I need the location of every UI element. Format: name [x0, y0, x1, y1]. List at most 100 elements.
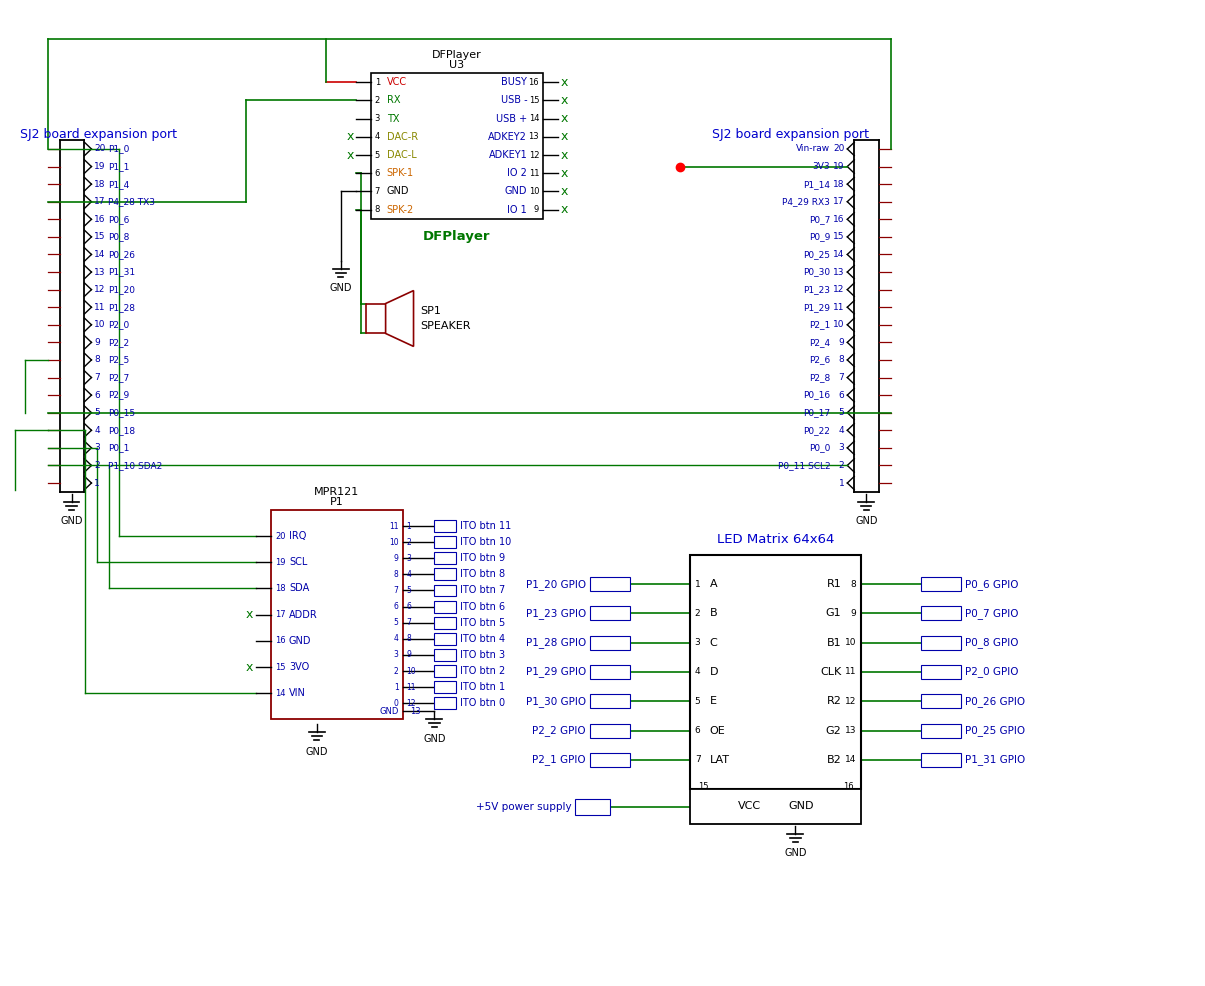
- Text: 14: 14: [94, 250, 106, 259]
- Text: P1_23: P1_23: [804, 285, 830, 294]
- Text: 12: 12: [406, 699, 416, 708]
- Text: ITO btn 6: ITO btn 6: [460, 601, 506, 611]
- Text: ITO btn 5: ITO btn 5: [460, 617, 506, 628]
- Text: 2: 2: [94, 460, 100, 470]
- Text: 10: 10: [529, 187, 539, 196]
- Bar: [435, 552, 457, 564]
- Text: P2_1: P2_1: [809, 320, 830, 329]
- Text: P0_26: P0_26: [108, 250, 135, 259]
- Text: 17: 17: [833, 197, 845, 206]
- Text: P1_30 GPIO: P1_30 GPIO: [525, 696, 586, 707]
- Bar: [689, 789, 862, 824]
- Text: 13: 13: [833, 267, 845, 276]
- Text: ADKEY1: ADKEY1: [488, 150, 528, 160]
- Text: P1_29: P1_29: [804, 303, 830, 312]
- Text: P4_29 RX3: P4_29 RX3: [782, 197, 830, 206]
- Text: P1_29 GPIO: P1_29 GPIO: [525, 667, 586, 677]
- Text: SP1: SP1: [421, 306, 441, 316]
- Text: MPR121: MPR121: [315, 487, 359, 497]
- Text: 15: 15: [698, 782, 709, 791]
- Text: P2_0 GPIO: P2_0 GPIO: [965, 667, 1018, 677]
- Bar: [590, 636, 630, 650]
- Text: +5V power supply: +5V power supply: [476, 803, 572, 812]
- Text: 11: 11: [845, 668, 857, 676]
- Text: 10: 10: [845, 638, 857, 647]
- Text: CLK: CLK: [821, 667, 841, 677]
- Text: 3: 3: [394, 651, 399, 660]
- Text: P0_8 GPIO: P0_8 GPIO: [965, 637, 1018, 648]
- Text: P0_17: P0_17: [804, 408, 830, 417]
- Text: 18: 18: [275, 584, 286, 593]
- Text: 8: 8: [94, 356, 100, 365]
- Text: 9: 9: [406, 651, 411, 660]
- Text: 14: 14: [845, 755, 857, 764]
- Text: 7: 7: [94, 373, 100, 382]
- Text: P1: P1: [330, 497, 343, 507]
- Text: G1: G1: [825, 608, 841, 618]
- Text: P2_6: P2_6: [809, 356, 830, 365]
- Bar: [435, 520, 457, 532]
- Text: ITO btn 4: ITO btn 4: [460, 634, 506, 644]
- Text: GND: GND: [788, 801, 815, 811]
- Text: P0_25: P0_25: [804, 250, 830, 259]
- Text: P2_1 GPIO: P2_1 GPIO: [533, 754, 586, 765]
- Text: x: x: [246, 661, 253, 673]
- Text: GND: GND: [856, 516, 877, 527]
- Text: 5: 5: [839, 408, 845, 417]
- Text: ITO btn 9: ITO btn 9: [460, 553, 506, 563]
- Text: P0_9: P0_9: [809, 233, 830, 242]
- Bar: [435, 649, 457, 661]
- Text: VIN: VIN: [289, 688, 306, 698]
- Text: ADKEY2: ADKEY2: [488, 132, 528, 142]
- Text: 4: 4: [695, 668, 700, 676]
- Bar: [921, 724, 960, 738]
- Text: SJ2 board expansion port: SJ2 board expansion port: [712, 127, 869, 141]
- Text: P0_6: P0_6: [108, 215, 130, 224]
- Text: 11: 11: [406, 682, 416, 691]
- Text: 13: 13: [94, 267, 106, 276]
- Text: 2: 2: [394, 667, 399, 675]
- Text: GND: GND: [784, 848, 806, 859]
- Text: 19: 19: [94, 162, 106, 171]
- Text: P0_7: P0_7: [809, 215, 830, 224]
- Text: 9: 9: [94, 338, 100, 347]
- Bar: [590, 577, 630, 591]
- Text: G2: G2: [825, 726, 841, 736]
- Bar: [575, 799, 610, 815]
- Text: P0_11 SCL2: P0_11 SCL2: [777, 460, 830, 470]
- Text: 4: 4: [839, 426, 845, 435]
- Text: VCC: VCC: [739, 801, 762, 811]
- Bar: [435, 697, 457, 709]
- Text: GND: GND: [387, 186, 410, 196]
- Text: P0_18: P0_18: [108, 426, 135, 435]
- Text: x: x: [562, 149, 569, 162]
- Text: x: x: [246, 608, 253, 621]
- Text: 11: 11: [529, 169, 539, 177]
- Text: 15: 15: [833, 233, 845, 242]
- Text: OE: OE: [710, 726, 725, 736]
- Text: x: x: [562, 167, 569, 179]
- Text: P2_9: P2_9: [108, 390, 130, 399]
- Text: 12: 12: [833, 285, 845, 294]
- Text: USB +: USB +: [496, 113, 528, 123]
- Text: P2_7: P2_7: [108, 373, 130, 382]
- Text: 3V3: 3V3: [812, 162, 830, 171]
- Text: P2_2: P2_2: [108, 338, 129, 347]
- Text: 16: 16: [275, 636, 286, 645]
- Text: 15: 15: [94, 233, 106, 242]
- Text: 18: 18: [94, 179, 106, 188]
- Text: 7: 7: [839, 373, 845, 382]
- Bar: [921, 665, 960, 679]
- Text: 8: 8: [839, 356, 845, 365]
- Text: 1: 1: [375, 78, 380, 87]
- Text: SCL: SCL: [289, 557, 307, 567]
- Text: 1: 1: [695, 580, 700, 589]
- Text: TX: TX: [387, 113, 399, 123]
- Text: R1: R1: [827, 579, 841, 589]
- Text: 0: 0: [394, 699, 399, 708]
- Text: P1_14: P1_14: [804, 179, 830, 188]
- Text: 17: 17: [94, 197, 106, 206]
- Text: P0_8: P0_8: [108, 233, 130, 242]
- Text: 16: 16: [94, 215, 106, 224]
- Text: 16: 16: [833, 215, 845, 224]
